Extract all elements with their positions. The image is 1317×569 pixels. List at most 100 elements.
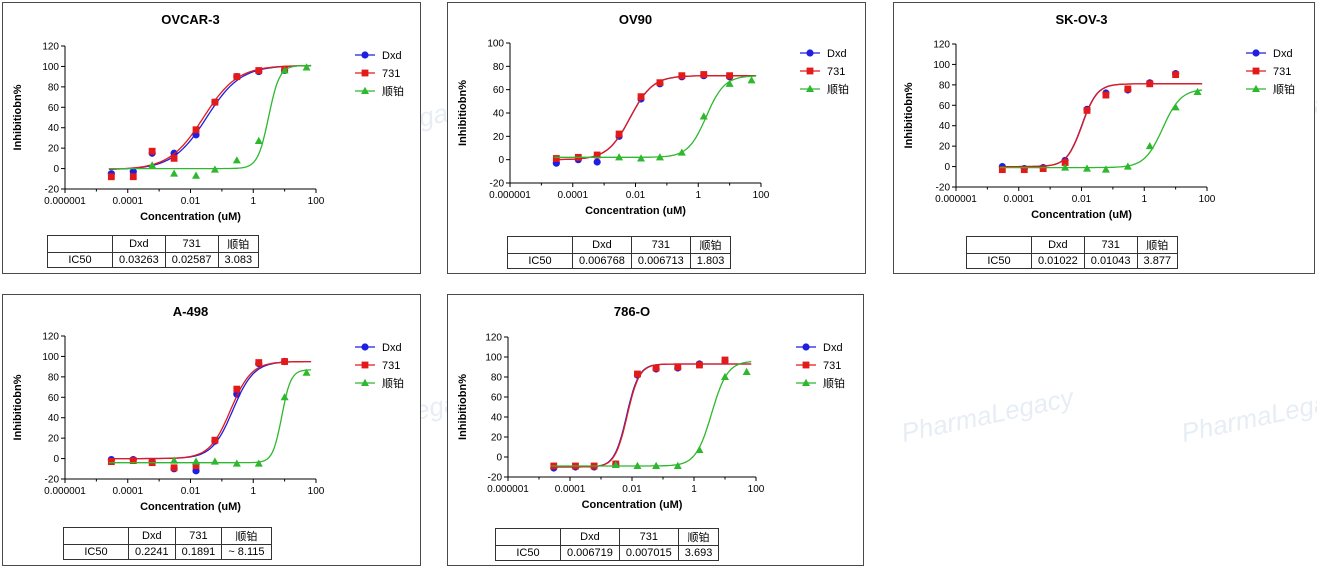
ic50-table: Dxd 731 顺铂 IC50 0.03263 0.02587 3.083 xyxy=(47,235,260,268)
y-tick-label: 0 xyxy=(944,162,950,173)
data-point-731 xyxy=(192,462,200,470)
data-point-731 xyxy=(1083,106,1091,114)
legend-label-731: 731 xyxy=(382,360,400,372)
fit-curve-dxd xyxy=(999,83,1203,168)
ic50-value-cisplatin: 1.803 xyxy=(689,253,732,269)
data-point-cisplatin xyxy=(721,372,729,380)
data-point-cisplatin xyxy=(302,63,311,71)
data-point-cisplatin xyxy=(1061,163,1070,171)
data-point-731 xyxy=(700,71,708,78)
legend-marker-cisplatin xyxy=(806,84,814,92)
x-tick-label: 0.0001 xyxy=(557,190,588,201)
x-tick-label: 0.000001 xyxy=(44,486,86,497)
data-point-731 xyxy=(211,436,219,444)
x-tick-label: 100 xyxy=(1199,194,1216,205)
ic50-table-row: IC50 0.006719 0.007015 3.693 xyxy=(495,545,720,561)
data-point-731 xyxy=(233,73,241,81)
ic50-header-cell: Dxd xyxy=(112,235,166,253)
data-point-731 xyxy=(1020,166,1028,174)
fit-curve-cisplatin xyxy=(108,64,312,170)
ic50-table: Dxd 731 顺铂 IC50 0.006719 0.007015 3.693 xyxy=(495,528,720,561)
legend-marker-dxd xyxy=(361,51,369,59)
legend-label-731: 731 xyxy=(827,66,845,78)
ic50-row-label: IC50 xyxy=(47,252,113,268)
ic50-header-cell: 731 xyxy=(174,527,223,545)
legend-label-dxd: Dxd xyxy=(823,342,843,354)
dose-response-chart: A-498 -20 0 20 40 60 80 100 120 0.000001 0.0001 0.0… xyxy=(12,304,404,513)
series-points-dxd xyxy=(107,66,289,178)
x-tick-label: 1 xyxy=(695,190,701,201)
ic50-row-label: IC50 xyxy=(507,253,573,269)
legend-label-cisplatin: 顺铂 xyxy=(382,84,404,98)
legend-marker-731 xyxy=(806,67,814,75)
x-tick-label: 0.0001 xyxy=(112,196,143,207)
data-point-cisplatin xyxy=(742,367,751,375)
data-point-731 xyxy=(998,166,1006,174)
ic50-table: Dxd 731 顺铂 IC50 0.006768 0.006713 1.803 xyxy=(507,236,732,269)
y-tick-label: -20 xyxy=(45,185,60,196)
data-point-731 xyxy=(593,151,601,159)
ic50-header-cell xyxy=(966,236,1032,254)
data-point-cisplatin xyxy=(302,368,311,376)
x-tick-label: 100 xyxy=(308,486,325,497)
series-points-cisplatin xyxy=(611,367,751,469)
chart-panel-786-o: 786-O -20 0 20 40 60 80 100 120 0.000001 0.0001 0.0… xyxy=(447,294,864,566)
x-tick-label: 0.000001 xyxy=(487,484,529,495)
data-point-cisplatin xyxy=(611,460,620,468)
data-point-cisplatin xyxy=(695,445,704,453)
y-tick-label: 100 xyxy=(485,353,502,364)
chart-panel-ovcar-3: OVCAR-3 -20 0 20 40 60 80 100 120 0.000001 0.0001 0… xyxy=(2,2,421,274)
y-tick-label: 40 xyxy=(939,121,951,132)
series-points-731 xyxy=(107,66,289,181)
data-point-cisplatin xyxy=(652,461,661,469)
ic50-header-cell: 731 xyxy=(630,236,691,254)
y-tick-label: 80 xyxy=(48,372,60,383)
ic50-value-731: 0.006713 xyxy=(630,253,691,269)
legend-marker-731 xyxy=(1252,67,1260,75)
legend-label-cisplatin: 顺铂 xyxy=(827,82,849,96)
x-axis-label: Concentration (uM) xyxy=(140,211,241,223)
ic50-header-cell xyxy=(47,235,113,253)
y-axis-label: Inhibitiobn% xyxy=(457,80,469,146)
y-tick-label: 120 xyxy=(42,42,59,53)
y-tick-label: 120 xyxy=(933,40,950,51)
x-tick-label: 0.0001 xyxy=(112,486,143,497)
y-tick-label: -20 xyxy=(936,183,951,194)
y-tick-label: 80 xyxy=(48,82,60,93)
data-point-731 xyxy=(696,361,703,369)
data-point-cisplatin xyxy=(210,457,219,465)
data-point-731 xyxy=(674,363,682,371)
data-point-731 xyxy=(678,72,686,80)
y-tick-label: 80 xyxy=(939,80,951,91)
data-point-cisplatin xyxy=(1171,103,1180,111)
ic50-value-dxd: 0.03263 xyxy=(112,252,166,268)
y-tick-label: 60 xyxy=(48,103,60,114)
x-tick-label: 1 xyxy=(691,484,697,495)
data-point-cisplatin xyxy=(254,136,263,144)
x-tick-label: 0.000001 xyxy=(489,190,531,201)
x-tick-label: 1 xyxy=(250,196,256,207)
series-points-731 xyxy=(998,71,1180,174)
data-point-cisplatin xyxy=(170,169,179,177)
data-point-cisplatin xyxy=(280,66,289,74)
legend-marker-cisplatin xyxy=(361,86,369,94)
fit-curve-cisplatin xyxy=(999,89,1203,169)
ic50-table-header-row: Dxd 731 顺铂 xyxy=(63,527,272,545)
ic50-table-header-row: Dxd 731 顺铂 xyxy=(966,236,1179,254)
y-tick-label: 20 xyxy=(493,132,505,143)
data-point-731 xyxy=(192,126,200,134)
data-point-731 xyxy=(652,364,660,372)
data-point-cisplatin xyxy=(1101,165,1110,173)
ic50-value-dxd: 0.006719 xyxy=(560,545,620,561)
fit-curve-dxd xyxy=(108,64,312,170)
x-axis-label: Concentration (uM) xyxy=(585,205,686,217)
series-points-dxd xyxy=(107,357,289,475)
data-point-731 xyxy=(170,464,178,472)
x-tick-label: 0.0001 xyxy=(1003,194,1034,205)
x-axis-label: Concentration (uM) xyxy=(140,501,241,513)
ic50-header-cell: 顺铂 xyxy=(217,235,260,253)
ic50-header-cell xyxy=(495,528,561,546)
y-tick-label: 60 xyxy=(48,393,60,404)
fit-curve-731 xyxy=(553,75,757,161)
series-points-cisplatin xyxy=(615,76,756,162)
